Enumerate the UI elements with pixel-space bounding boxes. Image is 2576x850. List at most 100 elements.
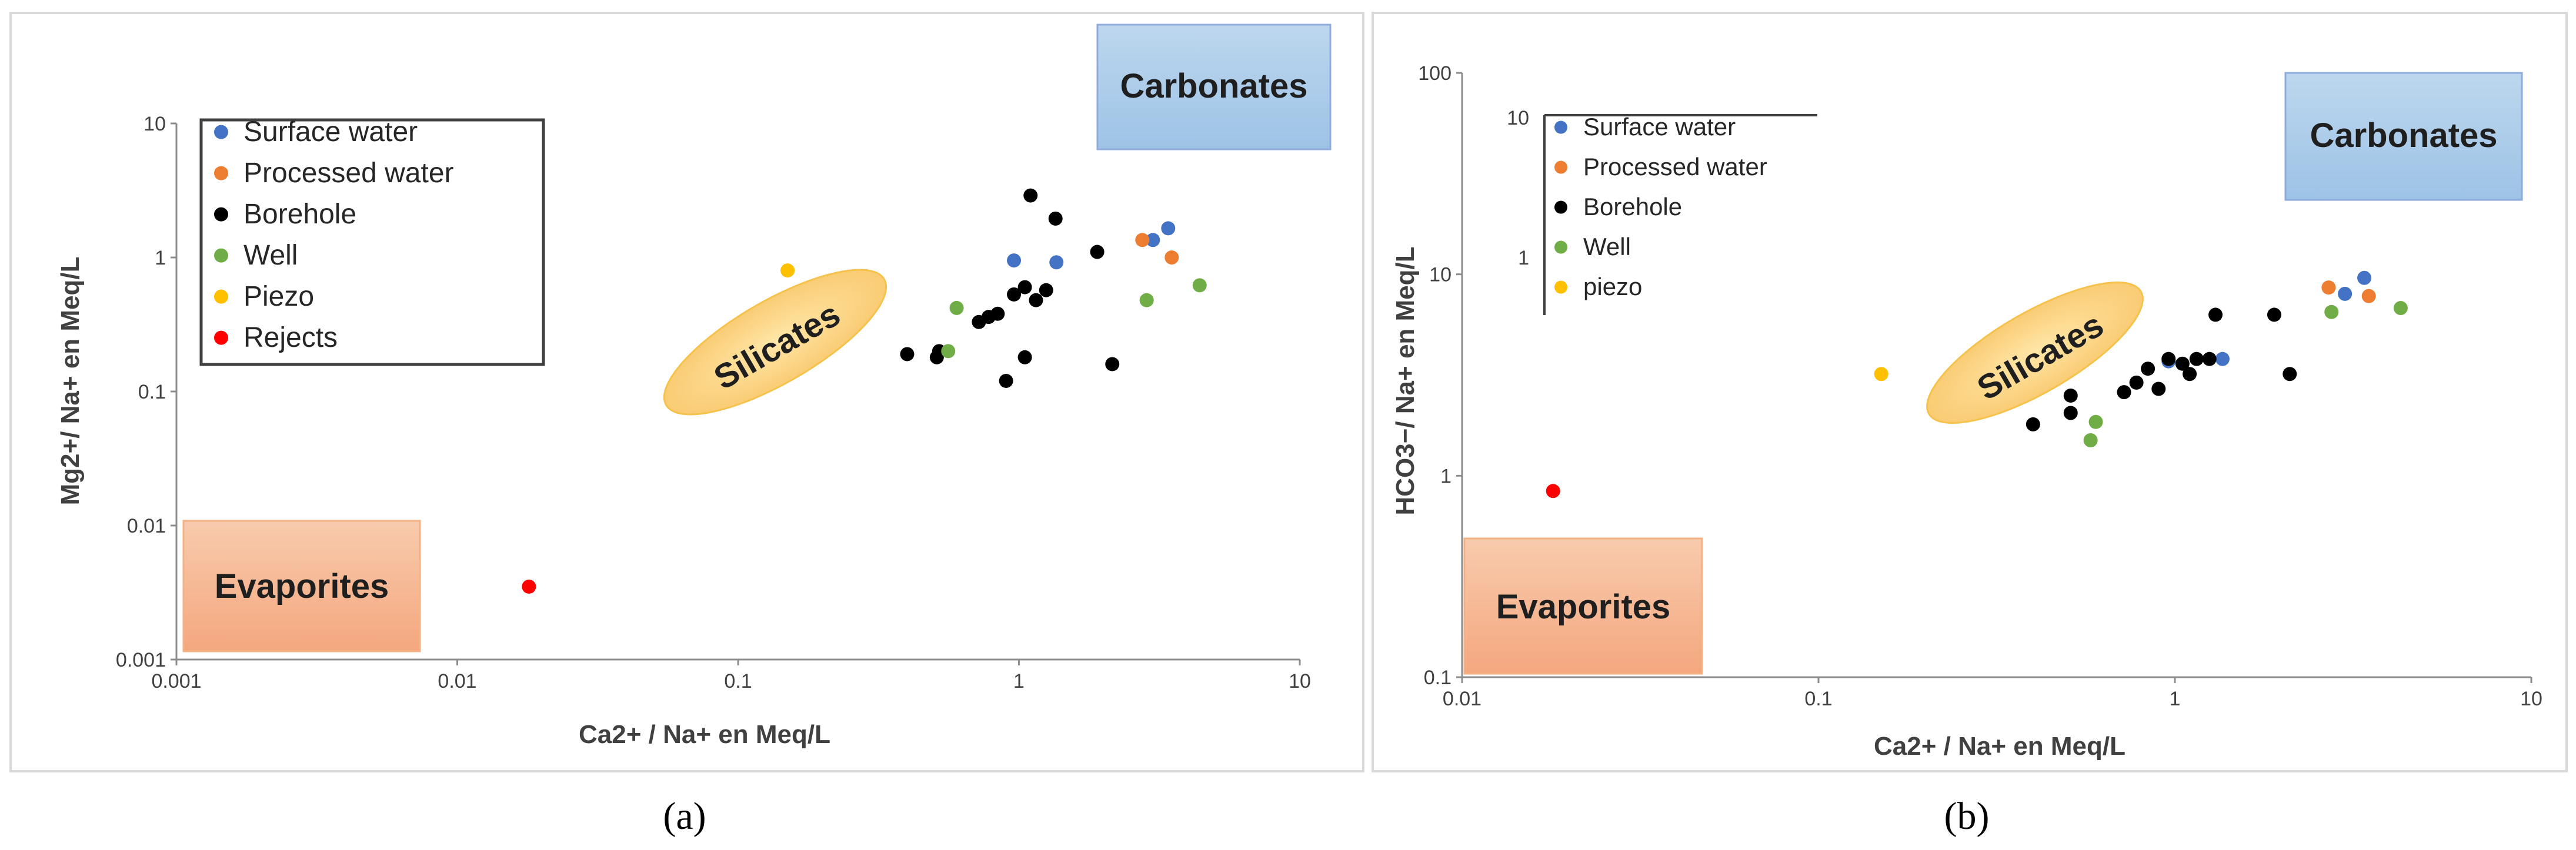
point-borehole [2151, 382, 2166, 396]
y-axis-title-a: Mg2+/ Na+ en Meq/L [56, 257, 85, 506]
silicates-ellipse-a [663, 269, 887, 416]
y-tick-label: 0.001 [116, 649, 166, 671]
x-tick-label: 0.001 [151, 670, 201, 692]
point-well [1139, 293, 1154, 307]
point-borehole [2183, 367, 2197, 382]
point-borehole [2161, 352, 2176, 366]
y-tick-label: 100 [1418, 62, 1451, 85]
legend-label-processed-water: Processed water [1583, 153, 1767, 180]
point-borehole [2117, 385, 2131, 400]
point-well [2088, 414, 2103, 429]
x-tick-label: 10 [1289, 670, 1311, 692]
point-borehole [2141, 362, 2155, 376]
x-tick-label: 0.01 [438, 670, 476, 692]
point-processed-water [2361, 289, 2376, 303]
point-borehole [2175, 356, 2190, 371]
x-axis-title-a: Ca2+ / Na+ en Meq/L [579, 720, 830, 749]
point-borehole [1017, 280, 1032, 295]
point-borehole [1039, 283, 1053, 297]
legend-marker-well [1554, 240, 1567, 254]
point-borehole [999, 373, 1013, 388]
point-borehole [990, 306, 1005, 321]
legend-marker-processed-water [1554, 160, 1567, 174]
carbonates-label-a: Carbonates [1120, 67, 1307, 105]
point-surface-water [2338, 286, 2353, 301]
point-borehole [2267, 307, 2281, 322]
point-well [949, 300, 964, 315]
y-axis-title-b: HCO3−/ Na+ en Meq/L [1391, 246, 1420, 515]
panel-a: Carbonates Evaporites Silicates 0.001 0.0… [9, 12, 1364, 838]
point-borehole [1105, 357, 1120, 372]
point-borehole [1090, 245, 1105, 259]
legend-label-rejects: Rejects [243, 322, 338, 353]
point-borehole [2208, 307, 2223, 322]
panel-b: Carbonates Evaporites Silicates 0.01 0.1 1… [1372, 12, 2568, 838]
panel-b-label: (b) [1944, 795, 1990, 838]
y-tick-label: 0.1 [138, 381, 166, 403]
point-rejects [1546, 484, 1560, 498]
x-tick-label: 0.1 [724, 670, 752, 692]
evaporites-box-a [182, 520, 421, 652]
point-borehole [2189, 352, 2204, 366]
carbonates-label-b: Carbonates [2310, 116, 2497, 155]
point-borehole [1007, 287, 1022, 302]
point-surface-water [2215, 352, 2230, 366]
point-processed-water [1164, 250, 1179, 265]
point-rejects [522, 579, 536, 594]
y-tick-label: 1 [1440, 465, 1451, 487]
legend-label-borehole: Borehole [1583, 193, 1682, 220]
point-processed-water [1135, 233, 1150, 247]
point-borehole [2129, 375, 2144, 390]
point-surface-water [2357, 270, 2372, 285]
y-tick-label: 10 [1429, 264, 1451, 286]
legend-marker-borehole [1554, 200, 1567, 214]
carbonates-box-b [2284, 72, 2523, 201]
point-borehole [2063, 406, 2078, 420]
point-borehole [2026, 417, 2040, 431]
legend-items-a: Surface water Processed water Borehole Well… [214, 116, 454, 353]
point-surface-water [1049, 255, 1064, 270]
point-processed-water [2321, 280, 2336, 295]
legend-marker-surface-water [214, 125, 228, 139]
points-a [522, 188, 1207, 594]
point-piezo [780, 263, 795, 278]
y-tick-label: 10 [144, 113, 166, 135]
legend-marker-piezo [1554, 280, 1567, 294]
legend-a [199, 118, 545, 366]
legend-label-well: Well [243, 240, 298, 271]
point-borehole [1017, 350, 1032, 364]
points-b [1546, 270, 2408, 498]
point-piezo [1874, 367, 1888, 382]
legend-label-well: Well [1583, 233, 1631, 260]
evaporites-label-a: Evaporites [215, 567, 389, 605]
legend-marker-borehole [214, 207, 228, 222]
x-tick-label: 1 [2170, 688, 2181, 710]
point-borehole [2063, 388, 2078, 403]
point-borehole [900, 347, 915, 362]
legend-label-borehole: Borehole [243, 199, 356, 230]
x-tick-label: 10 [2520, 688, 2542, 710]
legend-marker-surface-water [1554, 121, 1567, 134]
axes-a: 0.001 0.01 0.1 1 10 0.001 0.01 0.1 1 10 [116, 113, 1311, 692]
point-well [2324, 304, 2339, 319]
evaporites-label-b: Evaporites [1496, 588, 1671, 626]
x-tick-label: 1 [1013, 670, 1025, 692]
point-borehole [2202, 352, 2217, 366]
legend-label-surface-water: Surface water [243, 116, 418, 148]
point-surface-water [1007, 253, 1022, 268]
panel-a-label: (a) [663, 795, 706, 838]
point-borehole [1029, 293, 1043, 307]
point-borehole [1023, 188, 1038, 203]
y-tick-label: 1 [155, 247, 166, 269]
point-borehole [1048, 211, 1063, 226]
point-surface-water [1161, 221, 1176, 236]
legend-items-b: Surface water Processed water Borehole Well… [1554, 113, 1767, 300]
legend-marker-well [214, 248, 228, 263]
legend-b-tick-10: 10 [1507, 107, 1529, 129]
point-borehole [2283, 367, 2297, 382]
evaporites-box-b [1463, 537, 1703, 675]
legend-marker-rejects [214, 330, 228, 345]
x-tick-label: 0.01 [1443, 688, 1481, 710]
legend-b-tick-1: 1 [1518, 247, 1529, 269]
